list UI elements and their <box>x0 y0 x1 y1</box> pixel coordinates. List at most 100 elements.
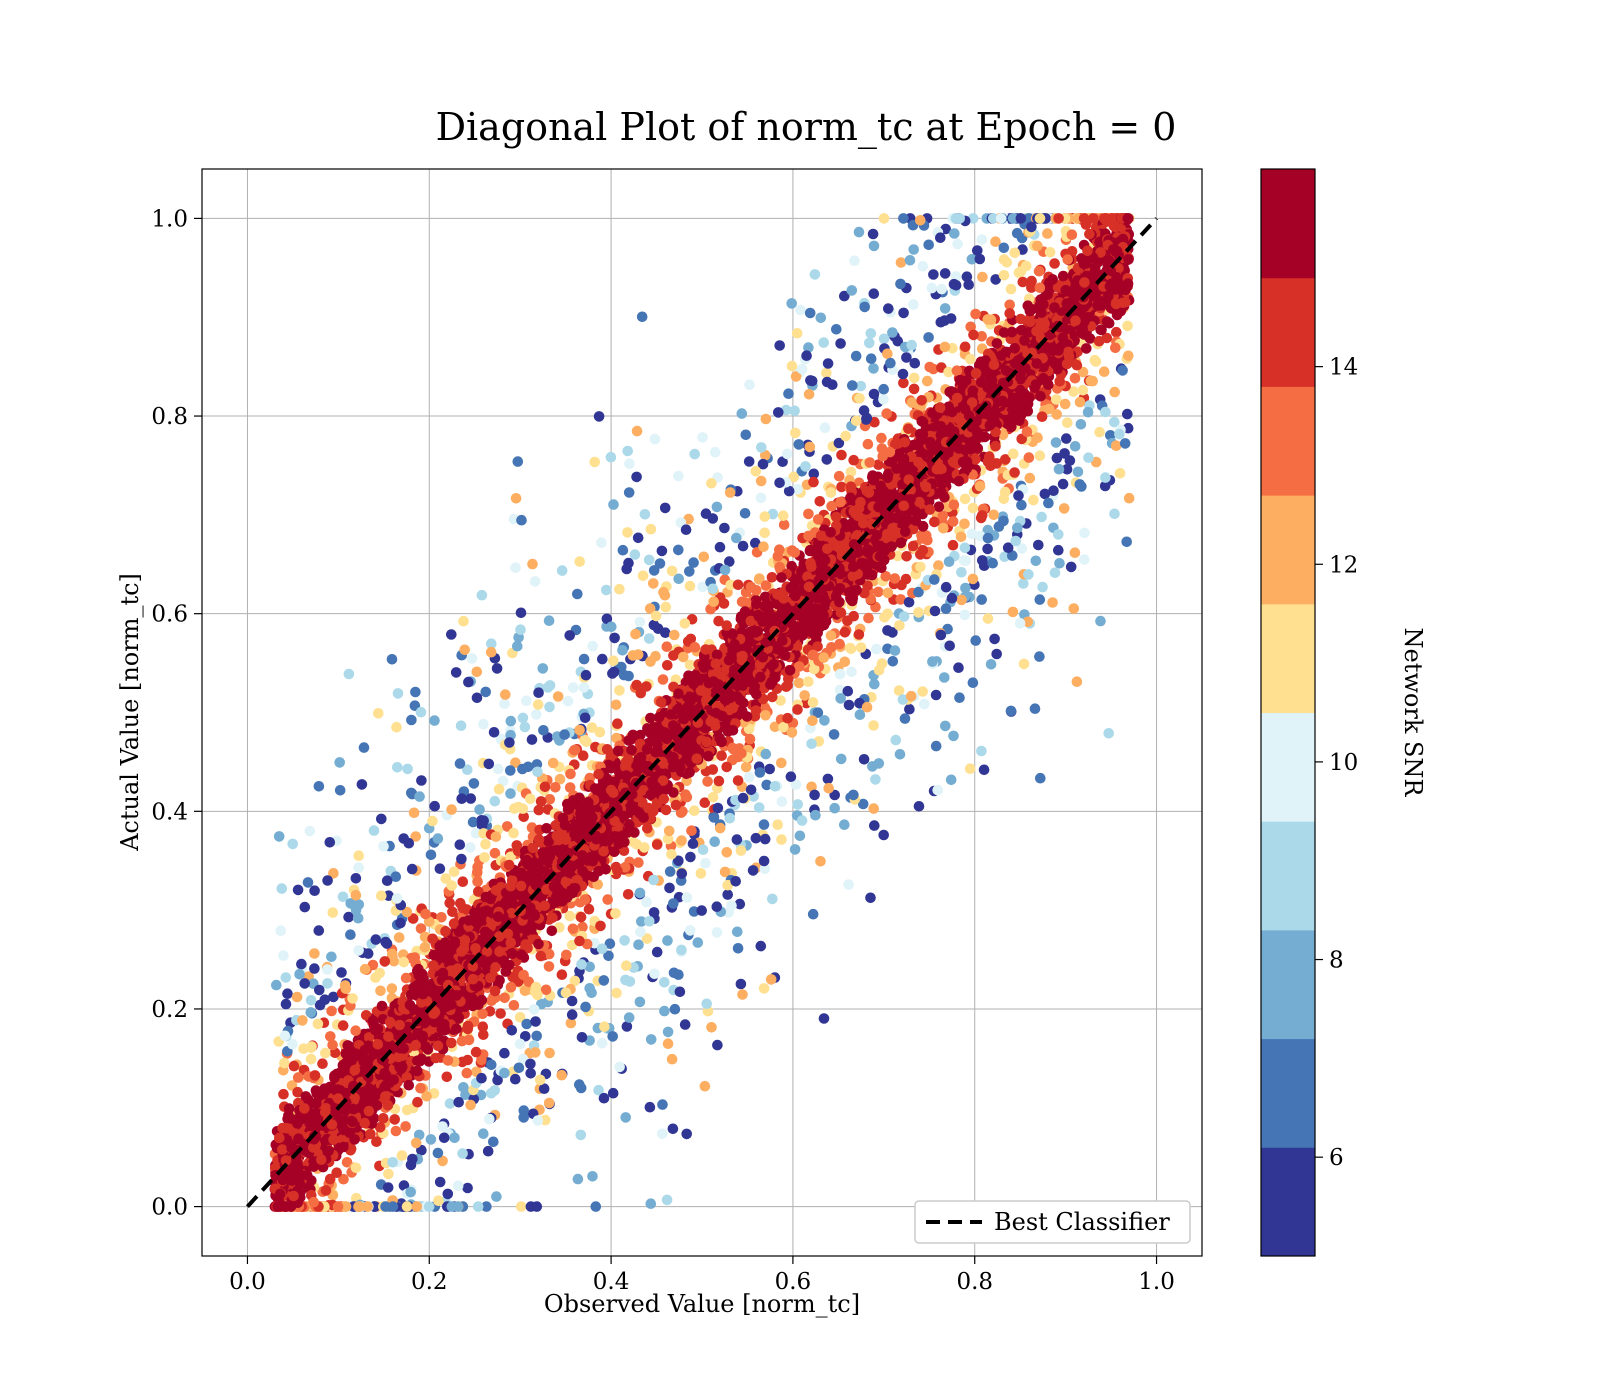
scatter-point <box>314 984 325 996</box>
scatter-point <box>338 1173 349 1185</box>
scatter-point <box>739 508 751 519</box>
scatter-point <box>610 699 622 711</box>
scatter-point <box>353 945 364 956</box>
scatter-point <box>401 906 413 918</box>
scatter-point <box>848 454 859 466</box>
scatter-point <box>780 681 792 692</box>
scatter-point <box>391 893 403 904</box>
scatter-point <box>633 939 644 950</box>
scatter-point <box>525 1068 536 1079</box>
scatter-point <box>829 789 840 801</box>
scatter-point <box>835 753 847 765</box>
scatter-point <box>801 350 812 362</box>
scatter-point <box>486 1059 497 1071</box>
scatter-point <box>731 834 743 845</box>
scatter-point <box>635 926 646 938</box>
scatter-point <box>390 1125 402 1137</box>
scatter-point <box>952 238 963 250</box>
scatter-point <box>878 213 890 224</box>
scatter-point <box>389 1114 401 1125</box>
scatter-point <box>982 532 994 544</box>
scatter-point <box>381 875 393 886</box>
scatter-point <box>943 556 955 567</box>
scatter-point <box>454 839 466 850</box>
scatter-point <box>627 650 639 661</box>
scatter-point <box>901 352 912 363</box>
scatter-point <box>793 677 805 689</box>
scatter-point <box>446 629 457 640</box>
scatter-point <box>758 983 770 994</box>
scatter-point <box>1077 384 1089 396</box>
scatter-point <box>725 579 736 591</box>
scatter-point <box>822 773 834 785</box>
scatter-point <box>512 640 523 652</box>
scatter-point <box>569 744 581 756</box>
scatter-point <box>889 573 901 584</box>
scatter-point <box>359 963 371 975</box>
scatter-point <box>410 831 422 842</box>
scatter-point <box>1042 228 1053 239</box>
scatter-point <box>951 365 963 377</box>
scatter-point <box>755 492 767 504</box>
scatter-point <box>614 1061 625 1073</box>
scatter-point <box>457 1056 468 1068</box>
scatter-point <box>1032 240 1043 252</box>
scatter-point <box>437 1155 448 1167</box>
scatter-point <box>948 730 959 742</box>
scatter-point <box>305 1053 317 1065</box>
scatter-point <box>1049 567 1061 578</box>
scatter-point <box>790 779 802 790</box>
scatter-point <box>650 610 662 622</box>
scatter-point <box>684 925 696 936</box>
scatter-point <box>661 1194 673 1206</box>
scatter-point <box>543 615 555 626</box>
scatter-point <box>818 337 829 348</box>
scatter-point <box>374 1122 386 1133</box>
scatter-point <box>850 350 862 362</box>
scatter-point <box>788 471 799 483</box>
scatter-point <box>782 448 793 460</box>
scatter-point <box>276 883 288 894</box>
scatter-point <box>894 620 905 631</box>
scatter-point <box>712 1039 723 1051</box>
scatter-point <box>1030 555 1042 567</box>
scatter-point <box>515 624 526 635</box>
scatter-point <box>809 789 820 801</box>
scatter-point <box>392 762 403 773</box>
scatter-point <box>865 328 877 339</box>
scatter-point <box>1023 452 1035 463</box>
scatter-point <box>544 794 556 805</box>
scatter-point <box>490 831 502 842</box>
scatter-point <box>869 678 880 690</box>
scatter-point <box>679 618 691 629</box>
scatter-point <box>893 685 905 696</box>
scatter-point <box>517 712 529 724</box>
scatter-point <box>480 839 491 850</box>
scatter-point <box>759 833 771 845</box>
scatter-point <box>1095 615 1106 627</box>
scatter-point <box>680 524 692 535</box>
scatter-point <box>842 685 854 697</box>
scatter-point <box>297 1015 308 1026</box>
scatter-point <box>815 856 826 867</box>
scatter-point <box>974 480 986 492</box>
scatter-point <box>1037 581 1048 593</box>
scatter-point <box>1094 426 1105 438</box>
scatter-point <box>862 438 874 450</box>
scatter-point <box>659 502 671 514</box>
scatter-point <box>413 1129 425 1141</box>
scatter-point <box>940 581 952 593</box>
scatter-point <box>999 486 1011 498</box>
scatter-point <box>590 1201 602 1212</box>
scatter-point <box>855 642 867 653</box>
scatter-point <box>287 1038 298 1050</box>
scatter-point <box>457 1148 468 1159</box>
scatter-point <box>707 764 719 775</box>
scatter-point <box>532 1115 544 1126</box>
scatter-point <box>895 257 907 268</box>
scatter-point <box>510 757 521 768</box>
scatter-point <box>668 967 680 979</box>
scatter-point <box>484 1113 495 1125</box>
scatter-point <box>505 715 517 727</box>
scatter-point <box>732 943 744 954</box>
